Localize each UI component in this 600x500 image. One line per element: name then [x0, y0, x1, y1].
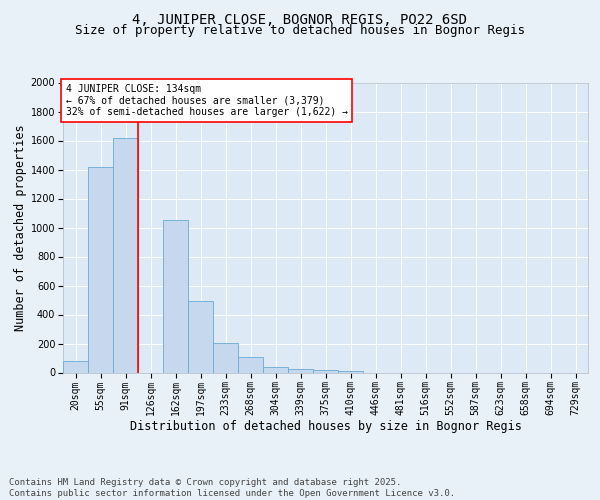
Bar — [263, 367, 288, 372]
X-axis label: Distribution of detached houses by size in Bognor Regis: Distribution of detached houses by size … — [130, 420, 521, 432]
Text: 4, JUNIPER CLOSE, BOGNOR REGIS, PO22 6SD: 4, JUNIPER CLOSE, BOGNOR REGIS, PO22 6SD — [133, 12, 467, 26]
Bar — [63, 361, 88, 372]
Bar — [213, 343, 238, 372]
Bar — [163, 220, 188, 372]
Text: Contains HM Land Registry data © Crown copyright and database right 2025.
Contai: Contains HM Land Registry data © Crown c… — [9, 478, 455, 498]
Text: Size of property relative to detached houses in Bognor Regis: Size of property relative to detached ho… — [75, 24, 525, 37]
Y-axis label: Number of detached properties: Number of detached properties — [14, 124, 26, 331]
Bar — [88, 166, 113, 372]
Bar — [113, 138, 138, 372]
Bar — [338, 371, 363, 372]
Bar — [288, 369, 313, 372]
Bar — [313, 370, 338, 372]
Text: 4 JUNIPER CLOSE: 134sqm
← 67% of detached houses are smaller (3,379)
32% of semi: 4 JUNIPER CLOSE: 134sqm ← 67% of detache… — [65, 84, 347, 117]
Bar — [238, 356, 263, 372]
Bar — [188, 302, 213, 372]
